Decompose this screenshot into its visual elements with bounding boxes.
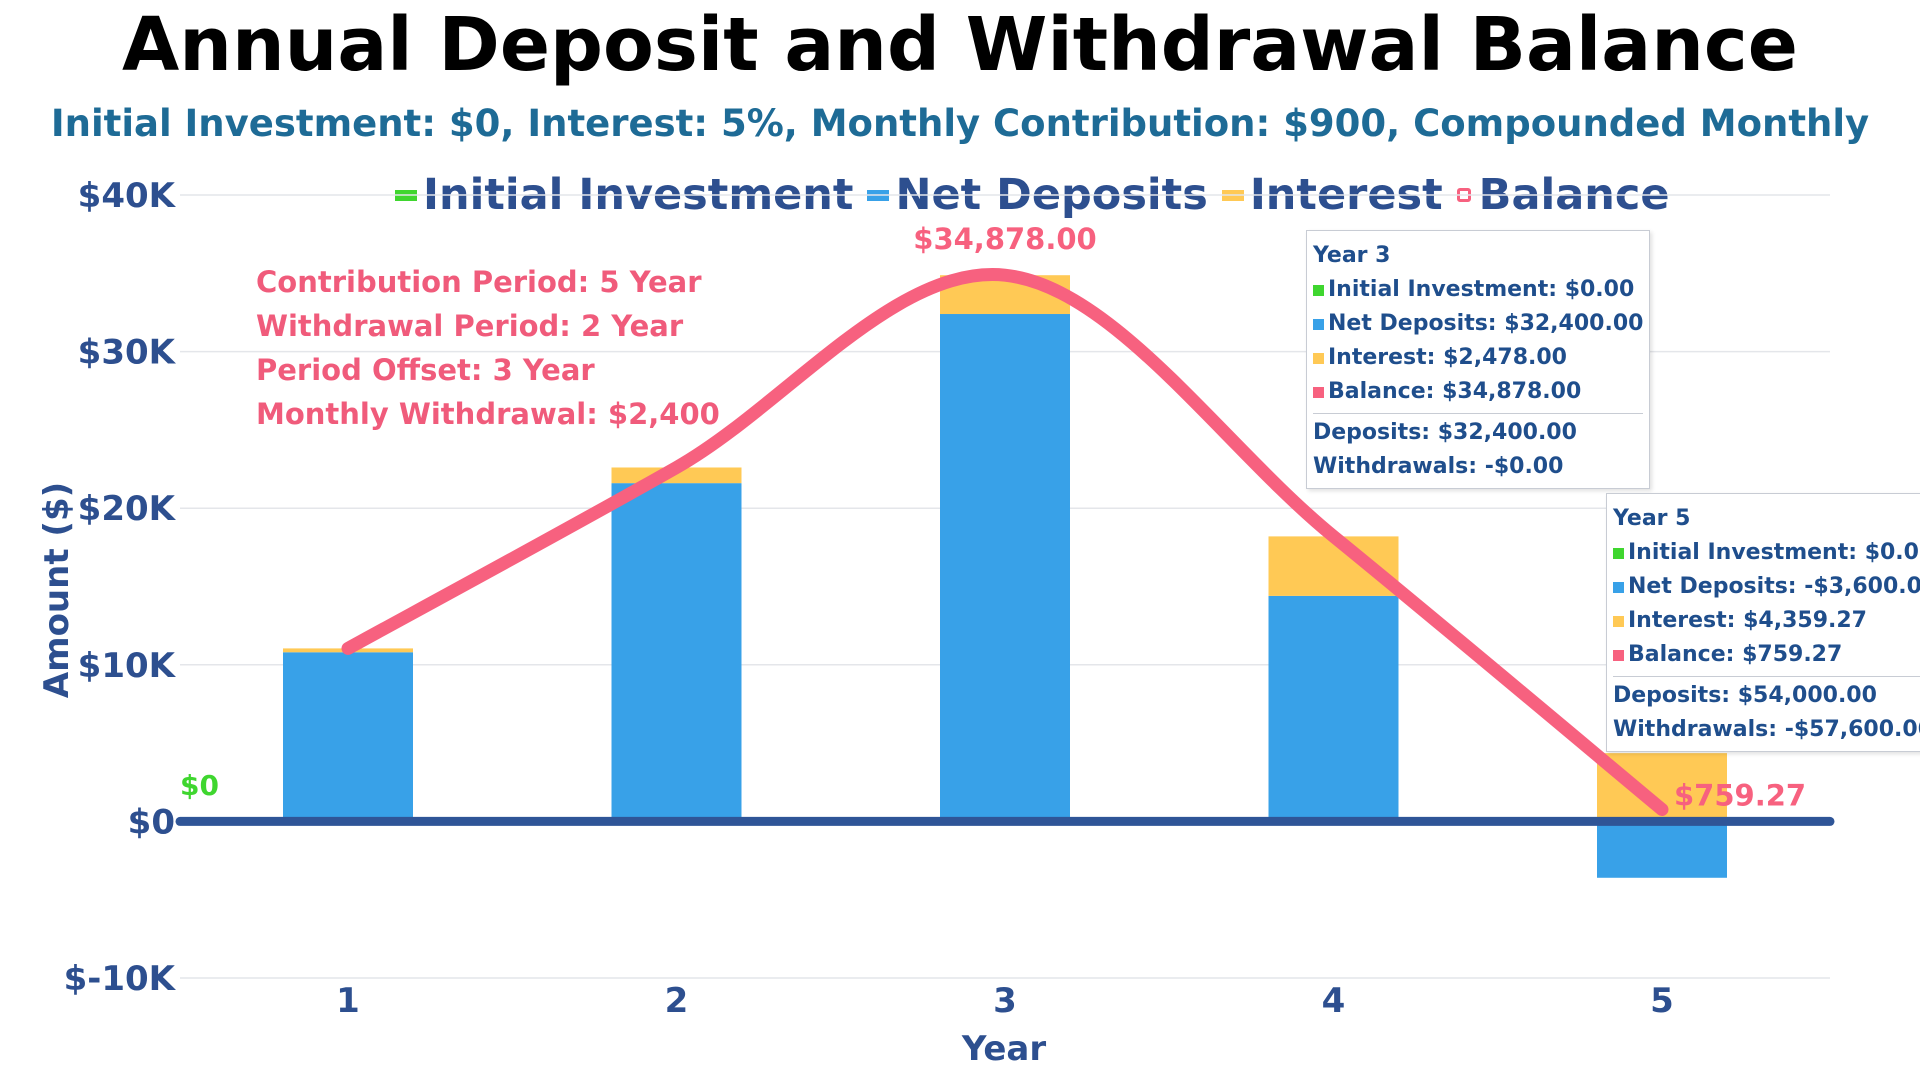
tooltip-value: Balance: $759.27 <box>1628 642 1843 667</box>
chart-subtitle: Initial Investment: $0, Interest: 5%, Mo… <box>50 102 1870 145</box>
period-annotation: Contribution Period: 5 Year Withdrawal P… <box>256 260 720 436</box>
tooltip-row-initial-investment: Initial Investment: $0.00 <box>1313 273 1643 307</box>
tooltip-row-net-deposits: Net Deposits: $32,400.00 <box>1313 307 1643 341</box>
data-label-final-balance: $759.27 <box>1674 778 1806 812</box>
y-tick-label: $30K <box>78 333 177 373</box>
tooltip-value: Net Deposits: $32,400.00 <box>1328 311 1644 336</box>
tooltip-row-balance: Balance: $759.27 <box>1613 638 1920 672</box>
data-label-peak-balance: $34,878.00 <box>913 222 1096 256</box>
tooltip-row-net-deposits: Net Deposits: -$3,600.00 <box>1613 570 1920 604</box>
x-tick-label: 1 <box>336 981 360 1021</box>
bar-net-deposits <box>1597 821 1727 878</box>
y-axis-title: Amount ($) <box>37 482 77 698</box>
annotation-monthly-withdrawal: Monthly Withdrawal: $2,400 <box>256 397 720 431</box>
tooltip-deposits: Deposits: $32,400.00 <box>1313 420 1577 445</box>
tooltip-swatch <box>1313 318 1324 330</box>
data-label-initial: $0 <box>180 769 219 802</box>
y-tick-label: $-10K <box>64 959 177 999</box>
y-tick-label: $10K <box>78 646 177 686</box>
bar-net-deposits <box>940 314 1070 822</box>
tooltip-row-initial-investment: Initial Investment: $0.00 <box>1613 536 1920 570</box>
tooltip-swatch <box>1613 649 1624 661</box>
tooltip-row-balance: Balance: $34,878.00 <box>1313 375 1643 409</box>
x-tick-label: 2 <box>665 981 689 1021</box>
x-tick-label: 3 <box>993 981 1017 1021</box>
chart-title: Annual Deposit and Withdrawal Balance <box>122 2 1798 88</box>
tooltip-swatch <box>1313 284 1324 296</box>
tooltip-divider <box>1313 413 1644 414</box>
tooltip-swatch <box>1313 352 1324 364</box>
tooltip-row-interest: Interest: $4,359.27 <box>1613 604 1920 638</box>
tooltip-value: Initial Investment: $0.00 <box>1628 540 1920 565</box>
tooltip-row-interest: Interest: $2,478.00 <box>1313 341 1643 375</box>
y-tick-label: $0 <box>128 802 175 842</box>
annotation-contribution-period: Contribution Period: 5 Year <box>256 265 702 299</box>
tooltip-value: Net Deposits: -$3,600.00 <box>1628 574 1920 599</box>
tooltip-withdrawals: Withdrawals: -$0.00 <box>1313 454 1564 479</box>
balance-line <box>341 268 1669 817</box>
annotation-withdrawal-period: Withdrawal Period: 2 Year <box>256 309 684 343</box>
annotation-period-offset: Period Offset: 3 Year <box>256 353 595 387</box>
tooltip-deposits: Deposits: $54,000.00 <box>1613 683 1877 708</box>
x-tick-label: 4 <box>1322 981 1346 1021</box>
tooltip-value: Balance: $34,878.00 <box>1328 379 1582 404</box>
bar-net-deposits <box>1268 595 1399 822</box>
bar-net-deposits <box>283 652 413 822</box>
y-tick-label: $20K <box>78 489 177 529</box>
tooltip-divider <box>1613 676 1920 677</box>
x-axis-title: Year <box>961 1029 1047 1069</box>
tooltip-value: Interest: $2,478.00 <box>1328 345 1567 370</box>
tooltip-value: Initial Investment: $0.00 <box>1328 277 1635 302</box>
tooltip-title: Year 3 <box>1313 243 1391 268</box>
tooltip-year-5: Year 5 Initial Investment: $0.00 Net Dep… <box>1606 493 1920 752</box>
tooltip-value: Interest: $4,359.27 <box>1628 608 1867 633</box>
tooltip-withdrawals: Withdrawals: -$57,600.00 <box>1613 717 1920 742</box>
tooltip-swatch <box>1613 547 1624 559</box>
tooltip-swatch <box>1313 386 1324 398</box>
tooltip-title: Year 5 <box>1613 506 1691 531</box>
y-tick-label: $40K <box>78 176 177 216</box>
x-tick-label: 5 <box>1650 981 1674 1021</box>
bar-net-deposits <box>611 483 742 822</box>
tooltip-swatch <box>1613 615 1624 627</box>
tooltip-swatch <box>1613 581 1624 593</box>
tooltip-year-3: Year 3 Initial Investment: $0.00 Net Dep… <box>1306 230 1651 489</box>
